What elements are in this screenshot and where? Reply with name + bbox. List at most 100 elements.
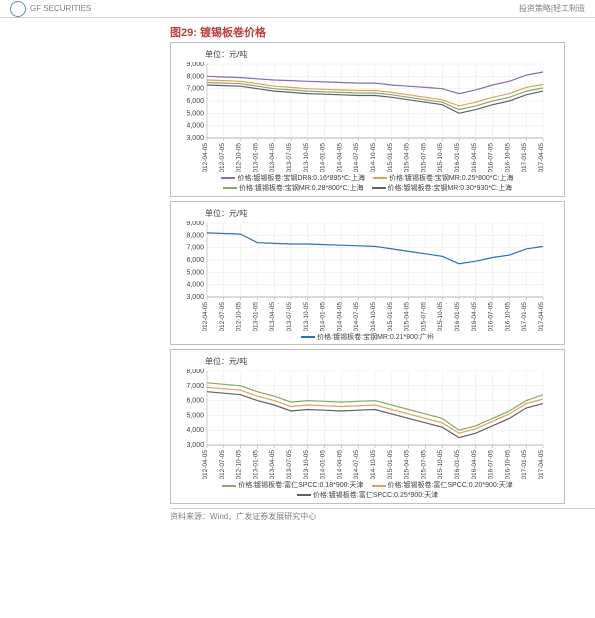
svg-text:2014-07-05: 2014-07-05 (353, 450, 360, 479)
svg-text:2016-04-05: 2016-04-05 (471, 143, 478, 172)
svg-text:2012-04-05: 2012-04-05 (202, 450, 209, 479)
svg-text:2015-10-05: 2015-10-05 (437, 450, 444, 479)
svg-text:8,000: 8,000 (186, 369, 204, 375)
svg-text:2015-10-05: 2015-10-05 (437, 143, 444, 172)
legend-swatch (372, 485, 386, 487)
charts-container: 单位：元/吨 3,000 4,000 5,000 6,000 7,000 8,000 9,00… (0, 42, 595, 504)
svg-text:3,000: 3,000 (186, 442, 204, 449)
chart-panel: 单位：元/吨3,0004,0005,0006,0007,0008,0002012… (170, 349, 565, 504)
svg-text:2013-10-05: 2013-10-05 (303, 143, 310, 172)
figure-title: 图29: 镀锡板卷价格 (170, 24, 595, 40)
svg-text:2016-07-05: 2016-07-05 (488, 301, 495, 330)
legend-label: 价格:镀锡板卷:宝钢MR:0.30*930*C:上海 (388, 185, 512, 192)
svg-text:2016-04-05: 2016-04-05 (471, 301, 478, 330)
svg-text:2015-04-05: 2015-04-05 (404, 301, 411, 330)
legend-item: 价格:镀锡板卷:宝钢MR:0.30*930*C:上海 (372, 184, 512, 194)
svg-text:2016-07-05: 2016-07-05 (488, 450, 495, 479)
legend-label: 价格:镀锡板卷:富仁SPCC:0.18*900:天津 (238, 482, 363, 489)
svg-text:2016-07-05: 2016-07-05 (488, 143, 495, 172)
svg-text:2014-04-05: 2014-04-05 (336, 301, 343, 330)
line-chart: 3,0004,0005,0006,0007,0008,0002012-04-05… (177, 369, 547, 479)
svg-text:7,000: 7,000 (186, 244, 204, 251)
svg-text:2016-01-05: 2016-01-05 (454, 143, 461, 172)
page-body: 图29: 镀锡板卷价格 单位：元/吨 3,000 4,000 5,000 6,000 7,… (0, 24, 595, 522)
svg-text:2017-01-05: 2017-01-05 (521, 301, 528, 330)
svg-text:2015-07-05: 2015-07-05 (420, 301, 427, 330)
legend-label: 价格:镀锡板卷:宝钢MR:0.28*800*C:上海 (239, 185, 363, 192)
svg-text:2012-04-05: 2012-04-05 (202, 301, 209, 330)
svg-text:9,000: 9,000 (186, 221, 204, 227)
legend-swatch (222, 485, 236, 487)
svg-text:4,000: 4,000 (186, 123, 204, 130)
svg-text:5,000: 5,000 (186, 413, 204, 420)
legend-swatch (373, 177, 387, 179)
svg-text:2013-10-05: 2013-10-05 (303, 450, 310, 479)
logo: GF SECURITIES (10, 1, 91, 17)
svg-text:2017-04-05: 2017-04-05 (538, 301, 545, 330)
legend-item: 价格:镀锡板卷:宝钢MR:0.25*800*C:上海 (373, 174, 513, 184)
header-right-text: 投资策略|轻工制造 (519, 3, 585, 14)
chart-legend: 价格:镀锡板卷:宝钢MR:0.21*800:广州 (177, 333, 558, 343)
svg-text:2015-04-05: 2015-04-05 (404, 450, 411, 479)
svg-text:2015-01-05: 2015-01-05 (387, 143, 394, 172)
svg-text:2012-07-05: 2012-07-05 (219, 301, 226, 330)
legend-swatch (221, 177, 235, 179)
svg-text:2016-10-05: 2016-10-05 (504, 450, 511, 479)
svg-text:2015-04-05: 2015-04-05 (404, 143, 411, 172)
svg-text:2013-07-05: 2013-07-05 (286, 450, 293, 479)
chart-unit-label: 单位：元/吨 (205, 49, 558, 60)
svg-text:2013-07-05: 2013-07-05 (286, 143, 293, 172)
svg-text:6,000: 6,000 (186, 257, 204, 264)
svg-text:3,000: 3,000 (186, 294, 204, 301)
svg-text:2012-10-05: 2012-10-05 (236, 143, 243, 172)
svg-text:2014-10-05: 2014-10-05 (370, 143, 377, 172)
svg-text:9,000: 9,000 (186, 62, 204, 68)
svg-text:7,000: 7,000 (186, 86, 204, 93)
svg-text:2017-01-05: 2017-01-05 (521, 143, 528, 172)
svg-text:2013-10-05: 2013-10-05 (303, 301, 310, 330)
logo-icon (10, 1, 26, 17)
svg-text:2012-10-05: 2012-10-05 (236, 450, 243, 479)
svg-text:2013-04-05: 2013-04-05 (269, 301, 276, 330)
svg-text:8,000: 8,000 (186, 73, 204, 80)
svg-text:2017-01-05: 2017-01-05 (521, 450, 528, 479)
svg-text:2014-01-05: 2014-01-05 (320, 143, 327, 172)
svg-text:4,000: 4,000 (186, 281, 204, 288)
svg-text:2016-01-05: 2016-01-05 (454, 301, 461, 330)
svg-text:2015-01-05: 2015-01-05 (387, 301, 394, 330)
svg-text:2016-04-05: 2016-04-05 (471, 450, 478, 479)
legend-item: 价格:镀锡板卷:富仁SPCC:0.25*900:天津 (297, 491, 438, 501)
chart-unit-label: 单位：元/吨 (205, 208, 558, 219)
chart-legend: 价格:镀锡板卷:富仁SPCC:0.18*900:天津价格:镀锡板卷:富仁SPCC… (177, 481, 558, 501)
svg-text:2012-07-05: 2012-07-05 (219, 143, 226, 172)
svg-text:2013-01-05: 2013-01-05 (252, 301, 259, 330)
svg-text:2016-10-05: 2016-10-05 (504, 301, 511, 330)
line-chart: 3,0004,0005,0006,0007,0008,0009,0002012-… (177, 62, 547, 172)
svg-text:2013-04-05: 2013-04-05 (269, 143, 276, 172)
svg-text:2014-04-05: 2014-04-05 (336, 450, 343, 479)
svg-text:2012-07-05: 2012-07-05 (219, 450, 226, 479)
legend-swatch (372, 187, 386, 189)
chart-panel: 单位：元/吨3,0004,0005,0006,0007,0008,0009,00… (170, 201, 565, 346)
svg-text:6,000: 6,000 (186, 398, 204, 405)
svg-text:2013-04-05: 2013-04-05 (269, 450, 276, 479)
svg-text:7,000: 7,000 (186, 383, 204, 390)
svg-text:2015-07-05: 2015-07-05 (420, 450, 427, 479)
svg-text:2017-04-05: 2017-04-05 (538, 450, 545, 479)
chart-legend: 价格:镀锡板卷:宝钢DR8:0.16*895*C:上海价格:镀锡板卷:宝钢MR:… (177, 174, 558, 194)
chart-unit-label: 单位：元/吨 (205, 356, 558, 367)
legend-item: 价格:镀锡板卷:富仁SPCC:0.18*900:天津 (222, 481, 363, 491)
svg-text:2015-07-05: 2015-07-05 (420, 143, 427, 172)
legend-item: 价格:镀锡板卷:宝钢DR8:0.16*895*C:上海 (221, 174, 365, 184)
svg-text:2017-04-05: 2017-04-05 (538, 143, 545, 172)
svg-text:2014-10-05: 2014-10-05 (370, 301, 377, 330)
page-header: GF SECURITIES 投资策略|轻工制造 (0, 0, 595, 18)
logo-text: GF SECURITIES (30, 4, 91, 13)
svg-text:6,000: 6,000 (186, 98, 204, 105)
legend-swatch (301, 336, 315, 338)
source-line: 资料来源：Wind，广发证券发展研究中心 (170, 508, 595, 522)
svg-text:3,000: 3,000 (186, 135, 204, 142)
svg-text:2013-01-05: 2013-01-05 (252, 143, 259, 172)
legend-swatch (297, 494, 311, 496)
legend-label: 价格:镀锡板卷:富仁SPCC:0.25*900:天津 (313, 492, 438, 499)
